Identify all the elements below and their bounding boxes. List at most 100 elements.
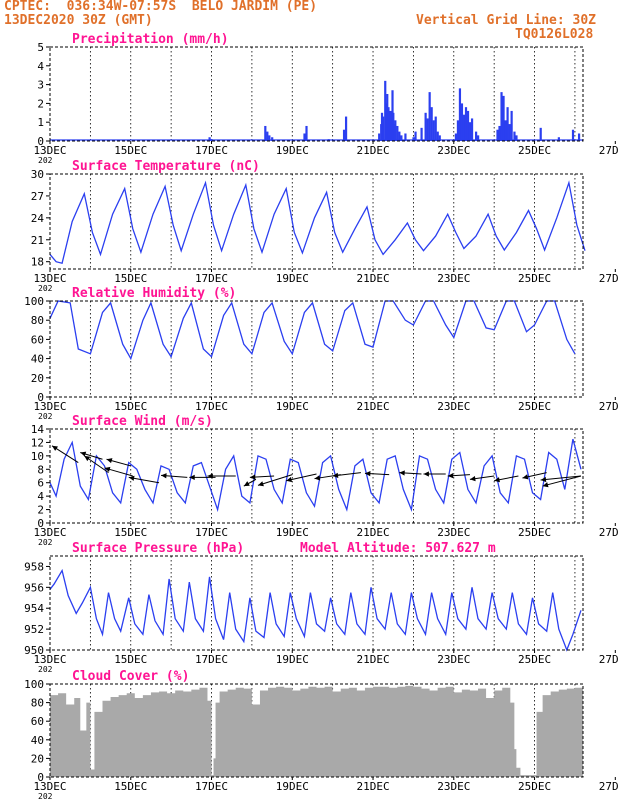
y-tick-label: 100 — [24, 295, 44, 308]
panel-frame — [49, 428, 584, 524]
x-tick-label: 23DEC — [437, 272, 470, 285]
year-fragment: 202 — [38, 538, 53, 547]
x-tick-label: 23DEC — [437, 780, 470, 793]
panel-frame — [49, 683, 584, 778]
wind-arrowhead — [399, 470, 405, 476]
wind-arrowhead — [243, 481, 250, 487]
precip-bar — [303, 133, 306, 141]
precip-bar — [396, 125, 399, 141]
precip-bar — [404, 133, 407, 141]
x-tick-label: 17DEC — [195, 653, 228, 666]
y-tick-label: 3 — [37, 79, 44, 92]
precip-bar — [428, 92, 431, 141]
x-tick-label: 23DEC — [437, 526, 470, 539]
y-tick-label: 27 — [31, 190, 44, 203]
y-tick-label: 80 — [31, 314, 44, 327]
y-tick-label: 6 — [37, 477, 44, 490]
series-line — [49, 438, 582, 513]
y-tick-label: 950 — [24, 644, 44, 657]
precip-bar — [266, 131, 269, 141]
precip-bar — [426, 118, 429, 141]
wind-arrowhead — [314, 475, 321, 481]
panel-title: Relative Humidity (%) — [72, 286, 236, 301]
precip-bar — [474, 131, 478, 141]
year-fragment: 202 — [38, 665, 53, 674]
x-tick-label: 27DEC — [599, 526, 618, 539]
precip-bar — [414, 131, 417, 141]
precip-bar — [456, 120, 460, 141]
panel-title: Surface Temperature (nC) — [72, 159, 260, 174]
precip-bar — [510, 110, 513, 141]
panel-frame — [49, 173, 584, 270]
y-tick-label: 21 — [31, 234, 44, 247]
model-altitude: Model Altitude: 507.627 m — [300, 541, 496, 556]
wind-arrowhead — [207, 473, 213, 479]
precip-bar — [460, 103, 464, 141]
precip-bar — [344, 116, 348, 141]
x-tick-label: 23DEC — [437, 653, 470, 666]
precip-bar — [496, 129, 499, 141]
y-tick-label: 2 — [37, 504, 44, 517]
y-tick-label: 5 — [37, 41, 44, 54]
precip-bar — [420, 127, 423, 141]
panel-title: Cloud Cover (%) — [72, 669, 189, 684]
precip-bar — [400, 135, 403, 141]
wind-arrowhead — [106, 458, 113, 464]
y-tick-label: 14 — [31, 423, 45, 436]
y-tick-label: 60 — [31, 333, 44, 346]
wind-arrowhead — [249, 474, 256, 480]
x-tick-label: 13DEC — [33, 526, 66, 539]
precip-bar — [454, 133, 458, 141]
header-date: 13DEC2020 30Z (GMT) — [4, 13, 153, 28]
precip-bar — [412, 137, 415, 141]
x-tick-label: 15DEC — [114, 780, 147, 793]
precip-bar — [305, 125, 308, 141]
wind-arrowhead — [80, 451, 87, 457]
panel-1 — [46, 173, 616, 272]
y-tick-label: 0 — [37, 771, 44, 784]
wind-vector — [542, 475, 582, 487]
y-tick-label: 12 — [31, 436, 44, 449]
panel-frame — [49, 300, 584, 398]
x-tick-label: 27DEC — [599, 653, 618, 666]
y-tick-label: 20 — [31, 752, 44, 765]
precip-bar — [477, 135, 480, 141]
x-tick-label: 25DEC — [518, 400, 551, 413]
precip-bar — [462, 114, 466, 141]
precip-bar — [393, 124, 396, 141]
y-tick-label: 4 — [37, 60, 44, 73]
y-tick-label: 956 — [24, 581, 44, 594]
x-tick-label: 15DEC — [114, 272, 147, 285]
cloud-cover-area — [50, 685, 583, 777]
x-tick-label: 19DEC — [276, 144, 309, 157]
header-model-run: TQ0126L028 — [515, 27, 594, 42]
x-tick-label: 21DEC — [356, 653, 389, 666]
x-tick-label: 25DEC — [518, 526, 551, 539]
precip-bar — [513, 131, 516, 141]
wind-arrowhead — [364, 471, 371, 477]
precip-bar — [271, 137, 274, 141]
y-tick-label: 30 — [31, 168, 44, 181]
panel-title: Surface Wind (m/s) — [72, 414, 213, 429]
x-tick-label: 19DEC — [276, 526, 309, 539]
x-tick-label: 27DEC — [599, 272, 618, 285]
precip-bar — [571, 129, 575, 141]
x-tick-label: 19DEC — [276, 653, 309, 666]
precip-bar — [432, 120, 435, 141]
x-tick-label: 25DEC — [518, 780, 551, 793]
precip-bar — [380, 112, 384, 141]
y-tick-label: 10 — [31, 450, 44, 463]
x-tick-label: 21DEC — [356, 272, 389, 285]
wind-arrowhead — [257, 481, 264, 487]
precip-bar — [539, 127, 542, 141]
y-tick-label: 0 — [37, 135, 44, 148]
panel-5 — [46, 683, 616, 780]
y-tick-label: 0 — [37, 517, 44, 530]
x-tick-label: 21DEC — [356, 144, 389, 157]
x-tick-label: 17DEC — [195, 526, 228, 539]
year-fragment: 202 — [38, 284, 53, 293]
precip-bar — [386, 94, 389, 141]
precip-bar — [388, 118, 391, 141]
precip-bar — [438, 135, 441, 141]
x-tick-label: 13DEC — [33, 653, 66, 666]
